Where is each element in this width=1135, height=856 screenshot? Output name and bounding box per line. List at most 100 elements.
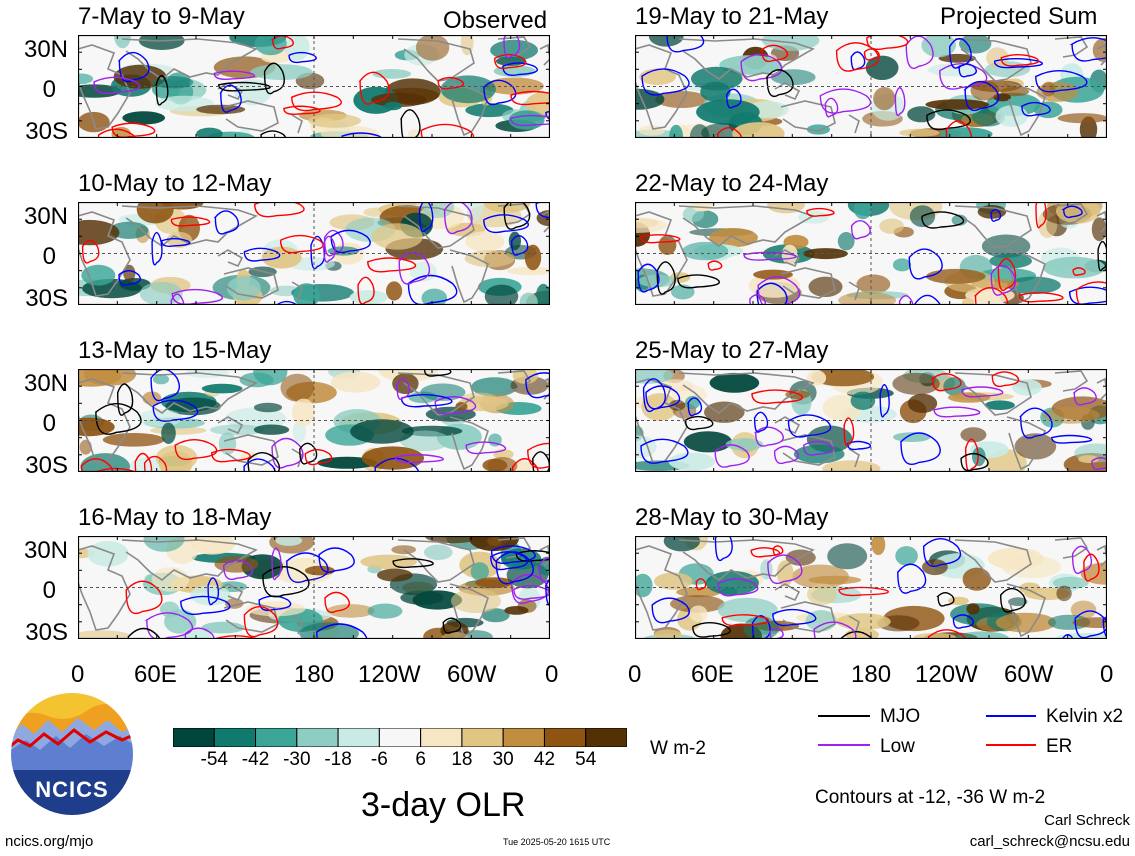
author-email[interactable]: carl_schreck@ncsu.edu [969, 833, 1130, 850]
olr-anomaly-blob [913, 632, 956, 639]
contour-line [174, 438, 218, 461]
coastline [780, 434, 836, 466]
olr-anomaly-blob [1078, 455, 1099, 464]
contour-line [913, 294, 942, 305]
coastline [1006, 249, 1046, 304]
contour-line [510, 90, 550, 106]
contour-line [645, 385, 681, 410]
legend-label-low: Low [880, 736, 915, 757]
olr-anomaly-blob [635, 573, 653, 598]
colorbar-swatch [255, 728, 298, 747]
contour-line [279, 234, 324, 254]
olr-anomaly-blob [648, 35, 684, 47]
contour-line [210, 448, 251, 463]
contour-line [753, 411, 769, 433]
colorbar-tick-label: 6 [415, 749, 426, 770]
olr-anomaly-blob [308, 113, 361, 128]
olr-anomaly-blob [391, 545, 417, 555]
contour-line [125, 580, 163, 615]
olr-anomaly-blob [481, 608, 510, 623]
contour-line [490, 545, 536, 564]
olr-anomaly-blob [925, 99, 989, 110]
olr-anomaly-blob [190, 585, 231, 606]
coastline [291, 114, 303, 134]
olr-anomaly-blob [506, 266, 550, 276]
coastline [1006, 583, 1046, 638]
olr-anomaly-blob [732, 122, 785, 138]
contour-line [310, 235, 326, 270]
contour-line [127, 627, 161, 639]
contour-line [639, 234, 681, 244]
coastline [848, 448, 860, 468]
olr-anomaly-blob [412, 590, 463, 610]
panel-title: 16-May to 18-May [78, 504, 272, 531]
olr-anomaly-blob [1070, 600, 1097, 619]
contour-line [749, 294, 766, 305]
olr-anomaly-blob [123, 264, 136, 282]
colorbar-tick-label: -30 [283, 749, 311, 770]
olr-map-panel [635, 35, 1107, 138]
contour-line [1019, 407, 1053, 439]
ncics-logo: NCICS [9, 691, 135, 817]
coastline [497, 370, 532, 392]
coastline [954, 38, 1032, 82]
panel-title: 7-May to 9-May [78, 3, 245, 30]
contour-line [180, 595, 231, 615]
coastline [635, 545, 688, 631]
olr-anomaly-blob [292, 398, 315, 427]
contour-line [963, 80, 1000, 112]
olr-anomaly-blob [78, 219, 120, 246]
contour-line [740, 53, 783, 82]
contour-line [316, 623, 368, 639]
lon-label: 0 [1100, 661, 1114, 688]
coastline [121, 38, 258, 80]
olr-anomaly-blob [1080, 562, 1107, 585]
contour-line [1071, 545, 1093, 575]
contour-line [1072, 387, 1097, 406]
colorbar-tick-label: -18 [324, 749, 352, 770]
lon-label: 0 [628, 661, 642, 688]
olr-anomaly-blob [275, 536, 303, 546]
contour-line [243, 605, 279, 638]
contour-line [97, 128, 137, 138]
olr-anomaly-blob [995, 105, 1028, 127]
contour-line [894, 87, 906, 117]
coastline [449, 416, 489, 471]
olr-anomaly-blob [709, 372, 760, 393]
olr-anomaly-blob [81, 264, 116, 286]
coastline [397, 38, 475, 82]
contour-line [151, 231, 163, 266]
lat-label-30n: 30N [23, 203, 68, 230]
contour-line [304, 449, 333, 466]
contour-line [392, 558, 434, 569]
contour-line [743, 251, 797, 261]
olr-anomaly-blob [1008, 597, 1028, 607]
contour-line [398, 251, 431, 285]
contour-line [936, 591, 955, 607]
contour-line [997, 257, 1017, 292]
contour-line [222, 559, 254, 581]
contour-line [538, 557, 550, 583]
panel-title: 10-May to 12-May [78, 170, 272, 197]
colorbar-tick-label: 18 [451, 749, 473, 770]
contour-line [802, 440, 834, 456]
olr-anomaly-blob [508, 110, 545, 130]
olr-anomaly-blob [803, 248, 848, 260]
contour-line [483, 214, 529, 234]
contour-line [418, 202, 434, 233]
contour-line [945, 120, 973, 138]
olr-anomaly-blob [873, 87, 896, 111]
panel-title: 28-May to 30-May [635, 504, 829, 531]
olr-anomaly-blob [669, 124, 683, 138]
contour-line [753, 426, 784, 447]
website-url[interactable]: ncics.org/mjo [5, 833, 94, 850]
olr-anomaly-blob [450, 588, 501, 614]
coastline [291, 615, 303, 635]
contour-line [394, 454, 444, 464]
coastline [774, 249, 801, 268]
contour-line [535, 202, 550, 219]
panel-title: 19-May to 21-May [635, 3, 829, 30]
olr-anomaly-blob [253, 424, 290, 435]
contour-line [1069, 37, 1107, 62]
contour-line [1000, 54, 1040, 67]
